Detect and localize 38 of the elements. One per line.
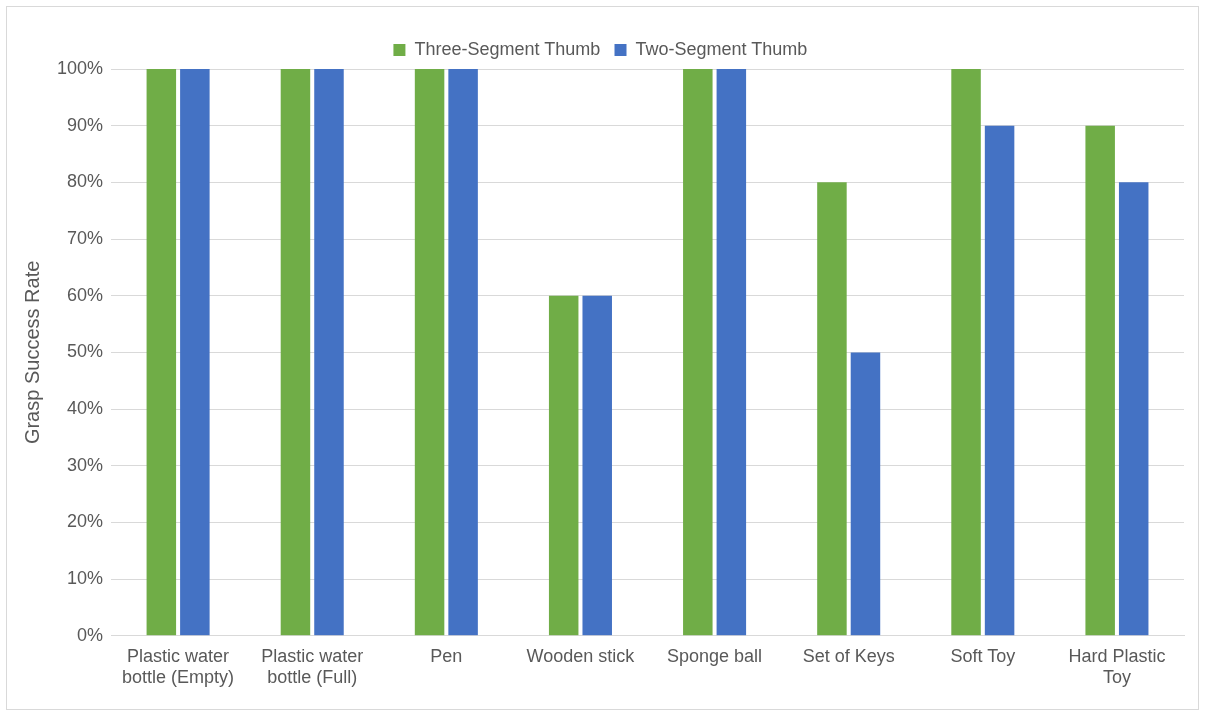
y-tick-label: 20% [67, 511, 104, 532]
x-tick-label: Plastic water bottle (Full) [261, 645, 364, 688]
x-tick-label: Hard Plastic Toy [1068, 645, 1166, 688]
bar [180, 69, 210, 636]
y-tick-label: 90% [67, 114, 104, 135]
y-tick-label: 30% [67, 454, 104, 475]
y-tick-label: 50% [67, 341, 104, 362]
y-tick-label: 10% [67, 568, 104, 589]
bar [683, 69, 713, 636]
x-tick-label: Pen [430, 645, 463, 666]
bar [314, 69, 344, 636]
bar [582, 295, 612, 636]
y-tick-label: 0% [77, 624, 104, 645]
y-axis-title: Grasp Success Rate [20, 260, 43, 445]
bar [448, 69, 478, 636]
y-tick-label: 100% [56, 57, 104, 78]
bar [280, 69, 311, 636]
bar [817, 182, 847, 636]
bar [984, 125, 1015, 636]
bar [716, 69, 747, 636]
x-tick-label: Set of Keys [802, 645, 895, 666]
bar [1118, 182, 1149, 636]
legend-label: Two-Segment Thumb [635, 38, 808, 59]
x-tick-label: Wooden stick [526, 645, 636, 666]
bar [951, 69, 981, 636]
bar [548, 295, 579, 636]
y-tick-label: 80% [67, 171, 104, 192]
x-tick-label: Soft Toy [950, 645, 1016, 666]
legend-label: Three-Segment Thumb [414, 38, 601, 59]
y-tick-label: 40% [67, 398, 104, 419]
x-tick-label: Sponge ball [667, 645, 763, 666]
bar [1085, 125, 1115, 636]
bar [850, 352, 881, 636]
bar [146, 69, 177, 636]
x-tick-label: Plastic water bottle (Empty) [122, 645, 235, 688]
y-tick-label: 70% [67, 228, 104, 249]
bar [414, 69, 445, 636]
y-tick-label: 60% [67, 284, 104, 305]
